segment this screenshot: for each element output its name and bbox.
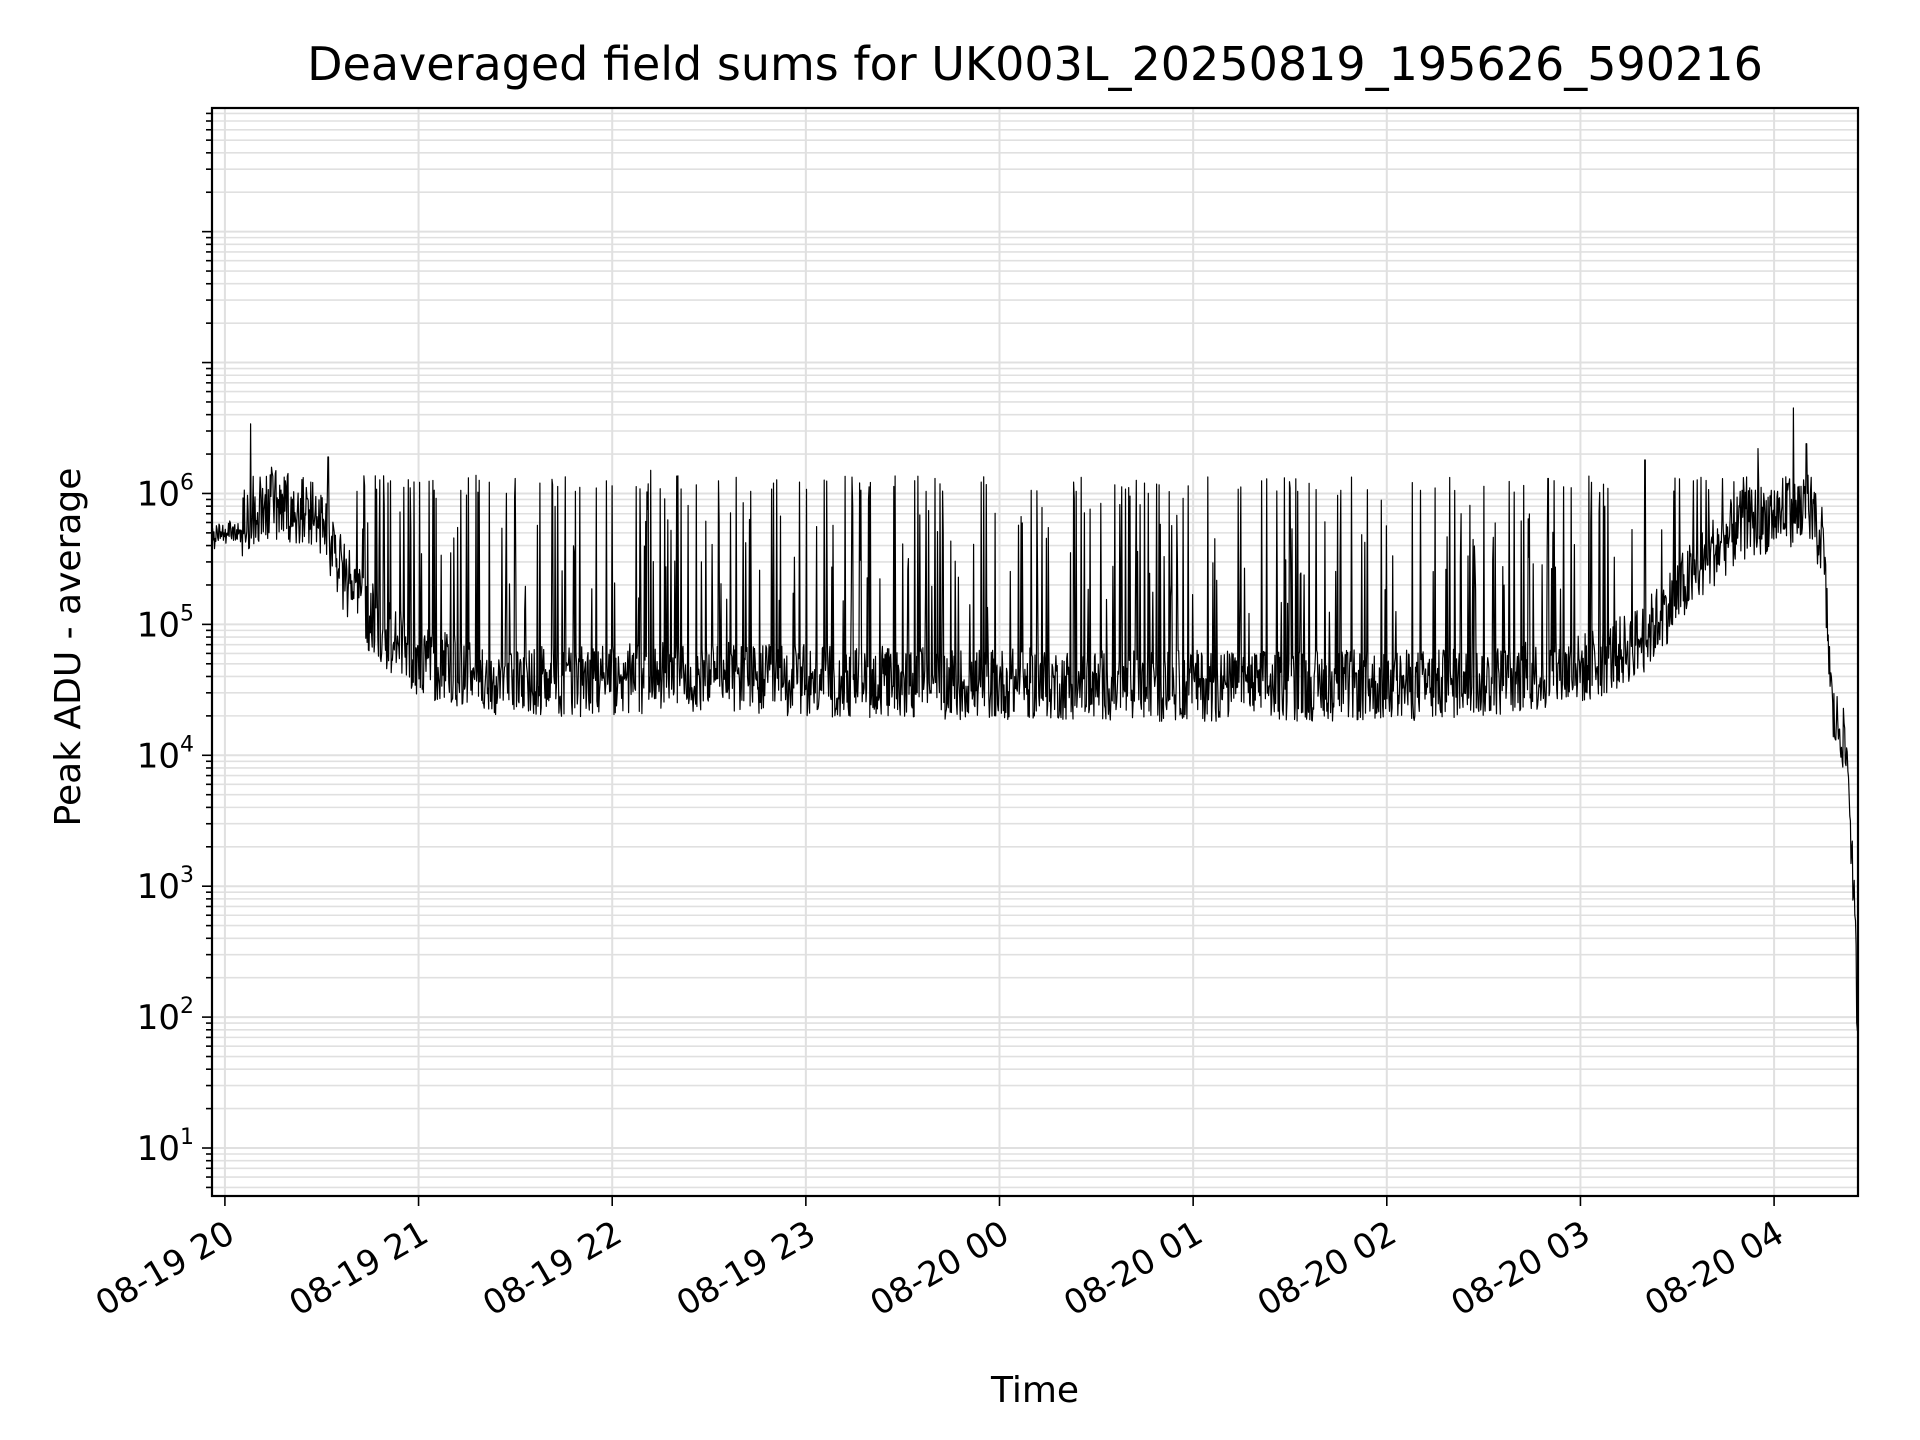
y-tick-label-base: 10	[137, 998, 180, 1038]
y-tick-label-exponent: 1	[180, 1125, 194, 1150]
y-tick-label-exponent: 3	[180, 863, 194, 888]
y-tick-label: 101	[137, 1125, 194, 1169]
y-tick-label-exponent: 6	[180, 470, 194, 495]
chart-title: Deaveraged field sums for UK003L_2025081…	[307, 37, 1763, 91]
axes-frame	[210, 106, 1860, 1198]
x-axis-label: Time	[990, 1370, 1079, 1411]
y-tick-label: 102	[137, 994, 194, 1038]
y-tick-label-base: 10	[137, 867, 180, 907]
y-tick-label-base: 10	[137, 474, 180, 514]
y-tick-label: 105	[137, 601, 194, 645]
y-tick-label: 106	[137, 470, 194, 514]
y-tick-label-base: 10	[137, 605, 180, 645]
plot-area	[211, 407, 1859, 1032]
y-tick-label-base: 10	[137, 1129, 180, 1169]
y-tick-label: 103	[137, 863, 194, 907]
series-line	[211, 407, 1859, 1032]
y-tick-label-exponent: 2	[180, 994, 194, 1019]
y-tick-label-exponent: 4	[180, 732, 194, 757]
y-tick-label-base: 10	[137, 736, 180, 776]
y-tick-label: 104	[137, 732, 194, 776]
y-axis-label: Peak ADU - average	[48, 468, 89, 827]
y-tick-label-exponent: 5	[180, 601, 194, 626]
